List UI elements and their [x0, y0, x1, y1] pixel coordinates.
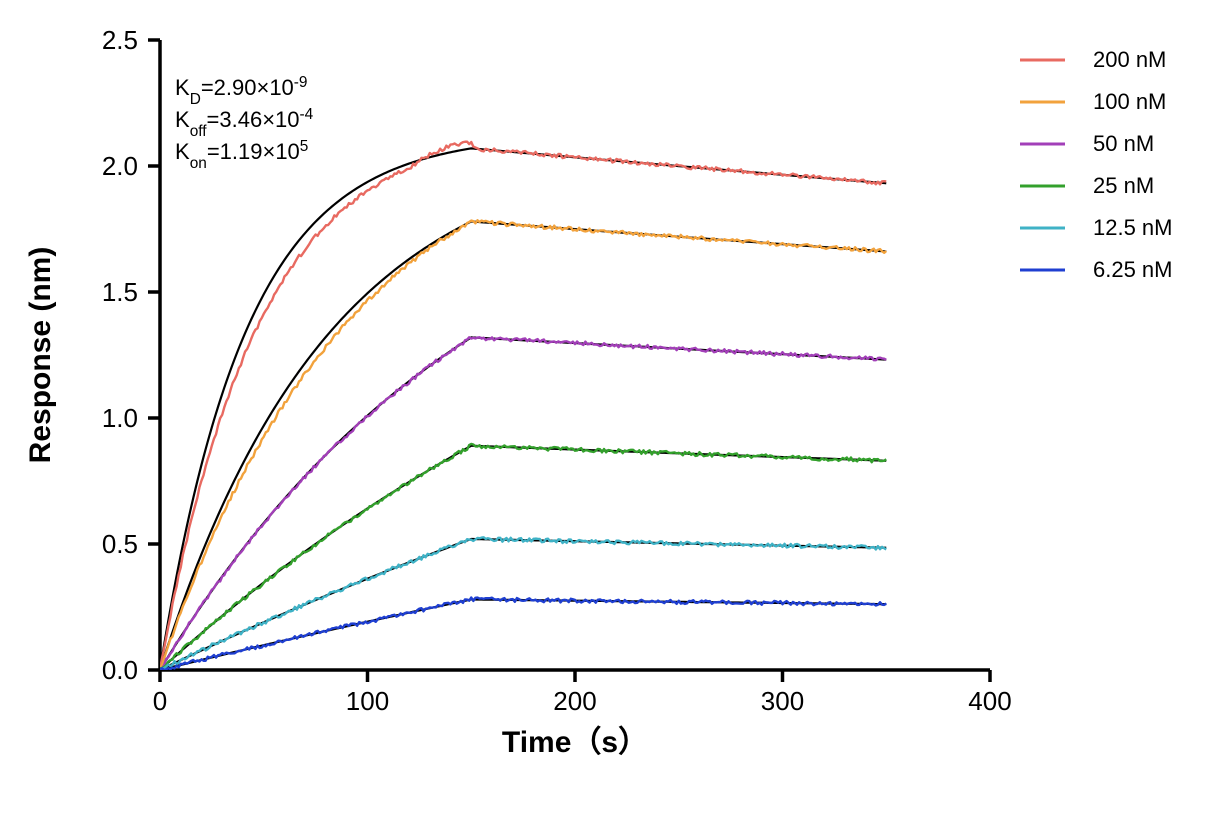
plot-area: [160, 142, 886, 670]
kinetics-annotation: KD=2.90×10-9: [175, 74, 307, 108]
legend-label: 6.25 nM: [1093, 257, 1173, 282]
legend-label: 50 nM: [1093, 131, 1154, 156]
x-tick-label: 0: [153, 686, 167, 716]
series-curve: [160, 444, 886, 668]
x-axis-label: Time（s）: [502, 725, 648, 759]
y-tick-label: 1.0: [102, 403, 138, 433]
fit-curve: [160, 539, 886, 670]
x-tick-label: 100: [346, 686, 389, 716]
y-tick-label: 1.5: [102, 277, 138, 307]
kinetics-annotation: Kon=1.19×105: [175, 138, 308, 172]
fit-curve: [160, 446, 886, 670]
legend-label: 12.5 nM: [1093, 215, 1173, 240]
x-tick-label: 200: [553, 686, 596, 716]
y-tick-label: 2.0: [102, 151, 138, 181]
series-curve: [160, 142, 886, 669]
x-tick-label: 300: [761, 686, 804, 716]
y-tick-label: 0.0: [102, 655, 138, 685]
legend-label: 100 nM: [1093, 89, 1166, 114]
y-axis-label: Response (nm): [24, 247, 57, 464]
kinetics-annotation: Koff=3.46×10-4: [175, 106, 314, 140]
y-tick-label: 0.5: [102, 529, 138, 559]
y-tick-label: 2.5: [102, 25, 138, 55]
chart-svg: 0 100 200 300 400 Time（s） 0.0 0.5 1.0 1.5 2.0 2.5 Re…: [0, 0, 1225, 825]
fit-curve: [160, 599, 886, 670]
legend-label: 200 nM: [1093, 47, 1166, 72]
legend-label: 25 nM: [1093, 173, 1154, 198]
kinetics-chart: 0 100 200 300 400 Time（s） 0.0 0.5 1.0 1.5 2.0 2.5 Re…: [0, 0, 1225, 825]
x-tick-label: 400: [968, 686, 1011, 716]
series-curve: [160, 597, 886, 670]
